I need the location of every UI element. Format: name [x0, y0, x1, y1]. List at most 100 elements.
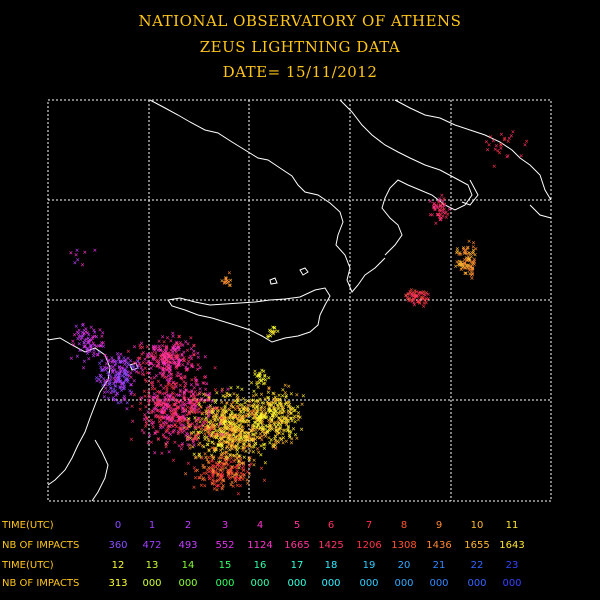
- strike-marker: ×: [221, 432, 225, 440]
- strike-marker: ×: [246, 421, 250, 429]
- strike-marker: ×: [246, 411, 250, 419]
- strike-marker: ×: [207, 437, 211, 445]
- strike-marker: ×: [203, 433, 207, 441]
- strike-marker: ×: [192, 396, 196, 404]
- strike-marker: ×: [192, 401, 196, 409]
- strike-marker: ×: [241, 441, 245, 449]
- strike-marker: ×: [206, 419, 210, 427]
- strike-marker: ×: [272, 404, 276, 412]
- strike-marker: ×: [78, 347, 82, 355]
- strike-marker: ×: [144, 422, 148, 430]
- strike-marker: ×: [249, 436, 253, 444]
- strike-marker: ×: [231, 426, 235, 434]
- title-data-name: ZEUS LIGHTNING DATA: [199, 38, 401, 56]
- strike-marker: ×: [251, 403, 255, 411]
- legend-time-label-row1: TIME(UTC): [2, 520, 54, 531]
- strike-marker: ×: [223, 415, 227, 423]
- strike-marker: ×: [220, 443, 224, 451]
- legend-hour-5: 5: [293, 520, 301, 531]
- strike-marker: ×: [207, 394, 211, 402]
- strike-marker: ×: [447, 206, 451, 214]
- strike-marker: ×: [179, 428, 183, 436]
- strike-marker: ×: [223, 414, 227, 422]
- strike-marker: ×: [179, 445, 183, 453]
- strike-marker: ×: [227, 418, 231, 426]
- strike-marker: ×: [228, 431, 232, 439]
- legend-count-17: 000: [287, 578, 307, 589]
- strike-marker: ×: [207, 459, 211, 467]
- strike-marker: ×: [161, 400, 165, 408]
- strike-marker: ×: [144, 413, 148, 421]
- strike-marker: ×: [214, 444, 218, 452]
- strike-marker: ×: [235, 482, 239, 490]
- strike-marker: ×: [234, 433, 238, 441]
- strike-marker: ×: [213, 445, 217, 453]
- strike-marker: ×: [244, 429, 248, 437]
- strike-marker: ×: [210, 438, 214, 446]
- strike-marker: ×: [189, 430, 193, 438]
- strike-marker: ×: [239, 433, 243, 441]
- strike-marker: ×: [251, 407, 255, 415]
- strike-marker: ×: [91, 333, 95, 341]
- strike-marker: ×: [211, 414, 215, 422]
- strike-marker: ×: [208, 425, 212, 433]
- strike-marker: ×: [231, 424, 235, 432]
- strike-marker: ×: [187, 358, 191, 366]
- strike-marker: ×: [206, 422, 210, 430]
- strike-marker: ×: [203, 353, 207, 361]
- strike-marker: ×: [156, 435, 160, 443]
- strike-marker: ×: [235, 455, 239, 463]
- strike-marker: ×: [212, 432, 216, 440]
- strike-marker: ×: [210, 438, 214, 446]
- strike-marker: ×: [213, 416, 217, 424]
- strike-marker: ×: [235, 471, 239, 479]
- strike-marker: ×: [228, 412, 232, 420]
- strike-marker: ×: [147, 360, 151, 368]
- strike-marker: ×: [219, 405, 223, 413]
- strike-marker: ×: [268, 427, 272, 435]
- strike-marker: ×: [231, 439, 235, 447]
- strike-marker: ×: [171, 379, 175, 387]
- strike-marker: ×: [217, 422, 221, 430]
- strike-marker: ×: [81, 322, 85, 330]
- strike-marker: ×: [203, 430, 207, 438]
- legend-hour-21: 21: [432, 560, 446, 571]
- strike-marker: ×: [255, 415, 259, 423]
- strike-marker: ×: [207, 393, 211, 401]
- strike-marker: ×: [224, 409, 228, 417]
- strike-marker: ×: [215, 431, 219, 439]
- strike-marker: ×: [197, 424, 201, 432]
- strike-marker: ×: [250, 436, 254, 444]
- strike-marker: ×: [215, 421, 219, 429]
- strike-marker: ×: [231, 434, 235, 442]
- lightning-strikes: ×××××××× × ××××××××××× ××××××××××××××××××××…: [69, 128, 529, 498]
- strike-marker: ×: [242, 437, 246, 445]
- strike-marker: ×: [245, 437, 249, 445]
- strike-marker: ×: [233, 472, 237, 480]
- strike-marker: ×: [146, 439, 150, 447]
- strike-marker: ×: [230, 424, 234, 432]
- strike-marker: ×: [232, 443, 236, 451]
- strike-marker: ×: [194, 425, 198, 433]
- strike-marker: ×: [136, 362, 140, 370]
- strike-marker: ×: [237, 417, 241, 425]
- strike-marker: ×: [262, 414, 266, 422]
- strike-marker: ×: [242, 405, 246, 413]
- strike-marker: ×: [220, 440, 224, 448]
- strike-marker: ×: [212, 417, 216, 425]
- strike-marker: ×: [196, 434, 200, 442]
- strike-marker: ×: [237, 424, 241, 432]
- strike-marker: ×: [231, 438, 235, 446]
- strike-marker: ×: [239, 421, 243, 429]
- strike-marker: ×: [204, 414, 208, 422]
- strike-marker: ×: [241, 417, 245, 425]
- strike-marker: ×: [205, 396, 209, 404]
- strike-marker: ×: [264, 428, 268, 436]
- strike-marker: ×: [192, 451, 196, 459]
- strike-marker: ×: [171, 457, 175, 465]
- strike-marker: ×: [432, 203, 436, 211]
- strike-marker: ×: [247, 432, 251, 440]
- strike-marker: ×: [223, 413, 227, 421]
- strike-marker: ×: [209, 422, 213, 430]
- legend-count-19: 000: [359, 578, 379, 589]
